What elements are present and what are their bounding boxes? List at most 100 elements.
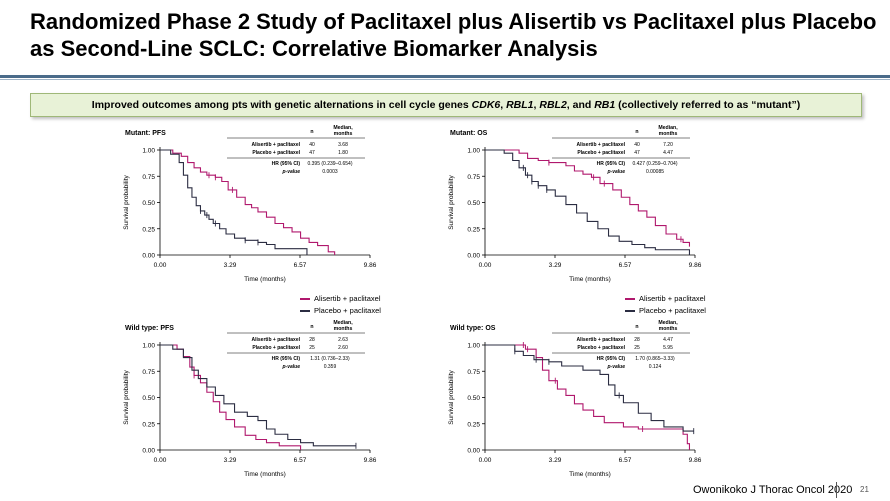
- y-tick-label: 0.25: [467, 226, 480, 233]
- km-curve-placebo: [160, 344, 356, 447]
- y-tick-label: 0.75: [142, 174, 155, 181]
- chart-title: Mutant: PFS: [125, 130, 166, 137]
- y-tick-label: 0.75: [467, 174, 480, 181]
- chart-title: Wild type: PFS: [125, 325, 174, 332]
- table-row-n: 25: [309, 345, 315, 351]
- footer-divider: [836, 482, 837, 498]
- legend-item: Placebo + paclitaxel: [625, 305, 706, 317]
- km-curve-alisertib: [485, 149, 691, 247]
- table-stat-label: p-value: [281, 169, 300, 175]
- legend-label: Alisertib + paclitaxel: [314, 294, 381, 303]
- km-curve-placebo: [485, 149, 691, 255]
- x-tick-label: 0.00: [479, 262, 492, 269]
- km-plot-mutant-os: Mutant: OS 0.00 0.25 0.50 0.75 1.00 0.00 3.29 6.…: [440, 120, 710, 290]
- table-stat-label: p-value: [606, 364, 625, 370]
- table-header-months: months: [334, 326, 353, 332]
- table-row-label: Alisertib + paclitaxel: [577, 142, 626, 148]
- table-header-n: n: [310, 324, 313, 330]
- table-header-months: months: [334, 131, 353, 137]
- table-row-n: 47: [309, 150, 315, 156]
- table-stat-value: 0.00085: [646, 169, 664, 175]
- table-row-label: Alisertib + paclitaxel: [252, 142, 301, 148]
- table-header-n: n: [635, 129, 638, 135]
- table-header-months: months: [659, 131, 678, 137]
- y-tick-label: 0.50: [142, 200, 155, 207]
- table-stat-value: 1.31 (0.736–2.33): [310, 356, 350, 362]
- title-divider: [0, 75, 890, 78]
- banner-gene-cdk6: CDK6: [471, 99, 501, 111]
- y-tick-label: 0.25: [142, 421, 155, 428]
- table-header-n: n: [635, 324, 638, 330]
- table-row-label: Placebo + paclitaxel: [577, 345, 625, 351]
- x-tick-label: 3.29: [549, 457, 562, 464]
- legend-label: Placebo + paclitaxel: [314, 306, 381, 315]
- banner-text-5: (collectively referred to as “mutant”): [615, 99, 801, 111]
- x-tick-label: 3.29: [549, 262, 562, 269]
- km-plot-mutant-pfs: Mutant: PFS 0.00 0.25 0.50 0.75 1.00 0.00 3.29 6…: [115, 120, 385, 290]
- km-plot-wildtype-os: Wild type: OS 0.00 0.25 0.50 0.75 1.00 0.00 3.2…: [440, 315, 710, 485]
- x-tick-label: 9.86: [689, 457, 702, 464]
- km-curve-alisertib: [160, 149, 336, 255]
- banner-text-2: ,: [500, 99, 507, 111]
- y-tick-label: 0.75: [142, 369, 155, 376]
- table-row-median: 4.47: [663, 150, 673, 156]
- table-row-median: 2.63: [338, 337, 348, 343]
- x-tick-label: 6.57: [294, 457, 307, 464]
- legend-item: Placebo + paclitaxel: [300, 305, 381, 317]
- y-axis-label: Survival probability: [448, 369, 455, 424]
- legend-item: Alisertib + paclitaxel: [300, 293, 381, 305]
- table-row-n: 28: [634, 337, 640, 343]
- y-tick-label: 0.50: [467, 200, 480, 207]
- table-row-median: 5.95: [663, 345, 673, 351]
- table-row-median: 1.80: [338, 150, 348, 156]
- legend-item: Alisertib + paclitaxel: [625, 293, 706, 305]
- km-curve-alisertib: [160, 344, 302, 450]
- y-tick-label: 0.25: [467, 421, 480, 428]
- x-axis-label: Time (months): [244, 276, 286, 283]
- x-tick-label: 0.00: [479, 457, 492, 464]
- table-header-months: months: [659, 326, 678, 332]
- table-stat-label: p-value: [281, 364, 300, 370]
- y-tick-label: 1.00: [142, 148, 155, 155]
- table-row-label: Placebo + paclitaxel: [252, 345, 300, 351]
- x-tick-label: 3.29: [224, 262, 237, 269]
- table-row-label: Placebo + paclitaxel: [577, 150, 625, 156]
- title-divider-thin: [0, 79, 890, 80]
- table-stat-value: 0.124: [649, 364, 662, 370]
- legend-mutant-pfs: Alisertib + paclitaxel Placebo + paclita…: [300, 293, 381, 317]
- x-tick-label: 6.57: [619, 457, 632, 464]
- table-row-label: Placebo + paclitaxel: [252, 150, 300, 156]
- chart-title: Mutant: OS: [450, 130, 488, 137]
- y-tick-label: 0.00: [142, 448, 155, 455]
- table-header-n: n: [310, 129, 313, 135]
- citation: Owonikoko J Thorac Oncol 2020: [693, 484, 853, 496]
- table-stat-value: 0.0003: [322, 169, 338, 175]
- x-tick-label: 6.57: [294, 262, 307, 269]
- x-axis-label: Time (months): [244, 471, 286, 478]
- table-row-n: 40: [309, 142, 315, 148]
- y-axis-label: Survival probability: [123, 174, 130, 229]
- table-row-median: 4.47: [663, 337, 673, 343]
- legend-swatch: [300, 298, 310, 301]
- km-curve-placebo: [160, 149, 308, 255]
- slide-title: Randomized Phase 2 Study of Paclitaxel p…: [30, 9, 877, 61]
- legend-label: Placebo + paclitaxel: [639, 306, 706, 315]
- table-row-n: 47: [634, 150, 640, 156]
- x-tick-label: 9.86: [689, 262, 702, 269]
- table-stat-label: HR (95% CI): [597, 161, 626, 167]
- legend-swatch: [625, 310, 635, 313]
- x-tick-label: 0.00: [154, 457, 167, 464]
- y-tick-label: 0.25: [142, 226, 155, 233]
- table-row-median: 2.60: [338, 345, 348, 351]
- banner-text-1: Improved outcomes among pts with genetic…: [91, 99, 472, 111]
- table-header-median: Median,: [333, 125, 353, 131]
- table-row-n: 28: [309, 337, 315, 343]
- table-header-median: Median,: [658, 125, 678, 131]
- table-stat-label: HR (95% CI): [272, 161, 301, 167]
- table-row-median: 3.68: [338, 142, 348, 148]
- y-tick-label: 0.50: [142, 395, 155, 402]
- y-tick-label: 0.50: [467, 395, 480, 402]
- table-stat-value: 1.70 (0.865–3.33): [635, 356, 675, 362]
- table-row-n: 40: [634, 142, 640, 148]
- table-stat-value: 0.395 (0.239–0.654): [307, 161, 352, 167]
